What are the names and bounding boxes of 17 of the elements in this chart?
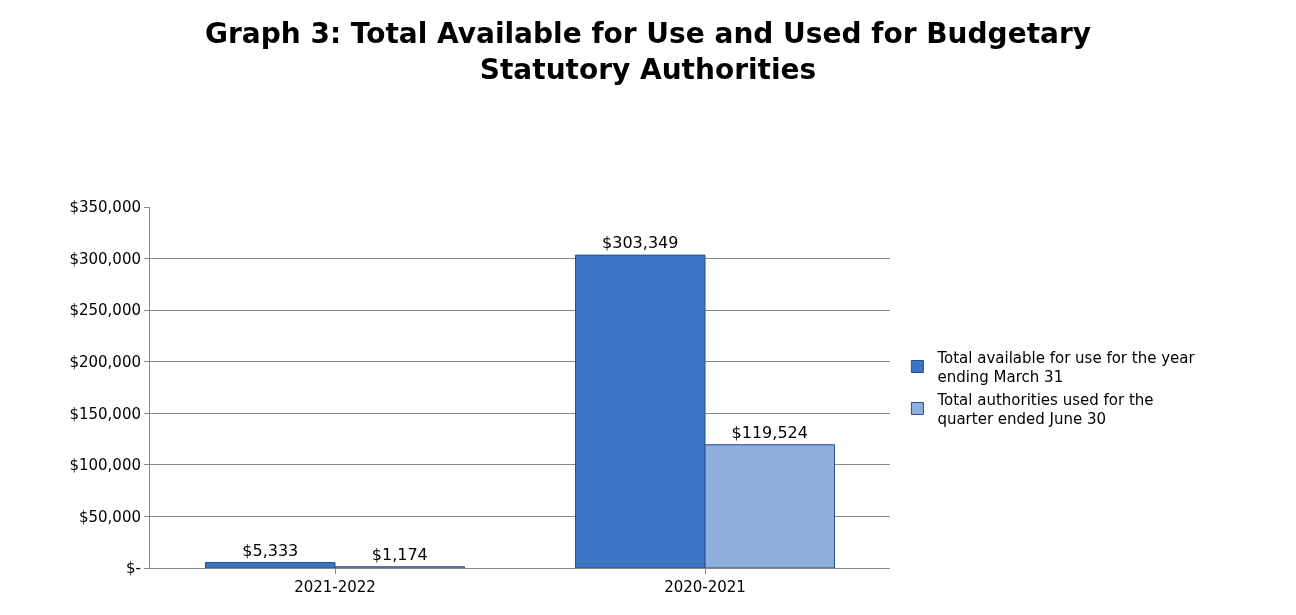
x-tick-label: 2020-2021	[664, 578, 746, 596]
legend-label: Total authorities used for the quarter ended June 30	[936, 390, 1154, 429]
data-label: $1,174	[371, 544, 428, 564]
x-tick-label: 2021-2022	[294, 578, 376, 596]
y-tick-label: $150,000	[69, 404, 141, 423]
chart-title: Graph 3: Total Available for Use and Used for Budgetary Statutory Authorities	[205, 17, 1091, 87]
y-tick-label: $200,000	[69, 352, 141, 371]
y-tick-label: $350,000	[69, 198, 141, 217]
data-label: $5,333	[242, 540, 299, 560]
data-label: $303,349	[602, 233, 679, 253]
data-label: $119,524	[731, 422, 808, 442]
y-tick-label: $250,000	[69, 301, 141, 320]
y-tick-label: $100,000	[69, 456, 141, 475]
y-tick-label: $300,000	[69, 249, 141, 268]
legend-label: Total available for use for the year ending March 31	[936, 348, 1196, 387]
y-tick-label: $50,000	[78, 507, 141, 526]
y-tick-label: $-	[126, 559, 141, 578]
